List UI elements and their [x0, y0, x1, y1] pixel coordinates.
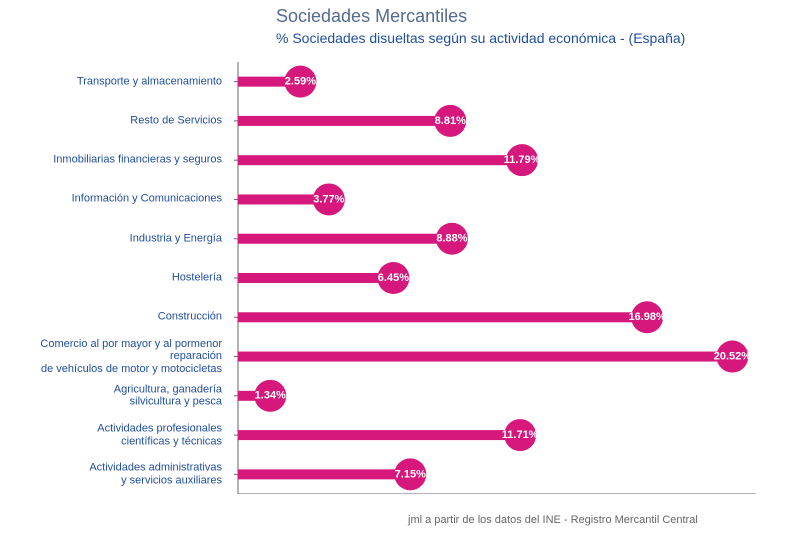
- y-axis-category-label: Industria y Energía: [0, 232, 222, 245]
- bar-value-label: 16.98%: [628, 311, 666, 323]
- bar-value-label: 11.71%: [502, 429, 539, 441]
- y-axis-category-label: Hostelería: [0, 272, 222, 285]
- y-axis-category-label: Comercio al por mayor y al pormenorrepar…: [0, 338, 222, 376]
- bar-value-label: 1.34%: [255, 390, 286, 402]
- y-axis-category-label: Actividades profesionalescientíficas y t…: [0, 422, 222, 447]
- bar: [238, 312, 647, 322]
- y-axis-category-label: Transporte y almacenamiento: [0, 75, 222, 88]
- y-axis-category-label: Construcción: [0, 311, 222, 324]
- y-axis-category-label: Actividades administrativasy servicios a…: [0, 462, 222, 487]
- chart-plot-area: 051015202.59%8.81%11.79%3.77%8.88%6.45%1…: [232, 54, 766, 494]
- bar-value-label: 2.59%: [285, 76, 316, 88]
- bar-value-label: 8.88%: [436, 233, 467, 245]
- y-axis-category-label: Inmobiliarias financieras y seguros: [0, 154, 222, 167]
- bar: [238, 234, 452, 244]
- bar-value-label: 3.77%: [313, 193, 344, 205]
- chart-subtitle: % Sociedades disueltas según su activida…: [276, 30, 685, 46]
- bar-value-label: 11.79%: [504, 154, 541, 166]
- y-axis-category-label: Agricultura, ganaderíasilvicultura y pes…: [0, 383, 222, 408]
- bar: [238, 155, 522, 165]
- bar-value-label: 7.15%: [395, 468, 426, 480]
- bar-value-label: 6.45%: [378, 272, 409, 284]
- chart-title: Sociedades Mercantiles: [276, 6, 467, 27]
- bar: [238, 273, 393, 283]
- bar: [238, 116, 450, 126]
- bar-value-label: 8.81%: [435, 115, 466, 127]
- chart-source: jml a partir de los datos del INE - Regi…: [408, 514, 698, 526]
- y-axis-category-label: Información y Comunicaciones: [0, 193, 222, 206]
- bar: [238, 352, 732, 362]
- y-axis-category-label: Resto de Servicios: [0, 115, 222, 128]
- y-axis-labels: Transporte y almacenamiento Resto de Serv…: [0, 54, 228, 494]
- bar-value-label: 20.52%: [714, 350, 752, 362]
- bar: [238, 469, 410, 479]
- bar: [238, 430, 520, 440]
